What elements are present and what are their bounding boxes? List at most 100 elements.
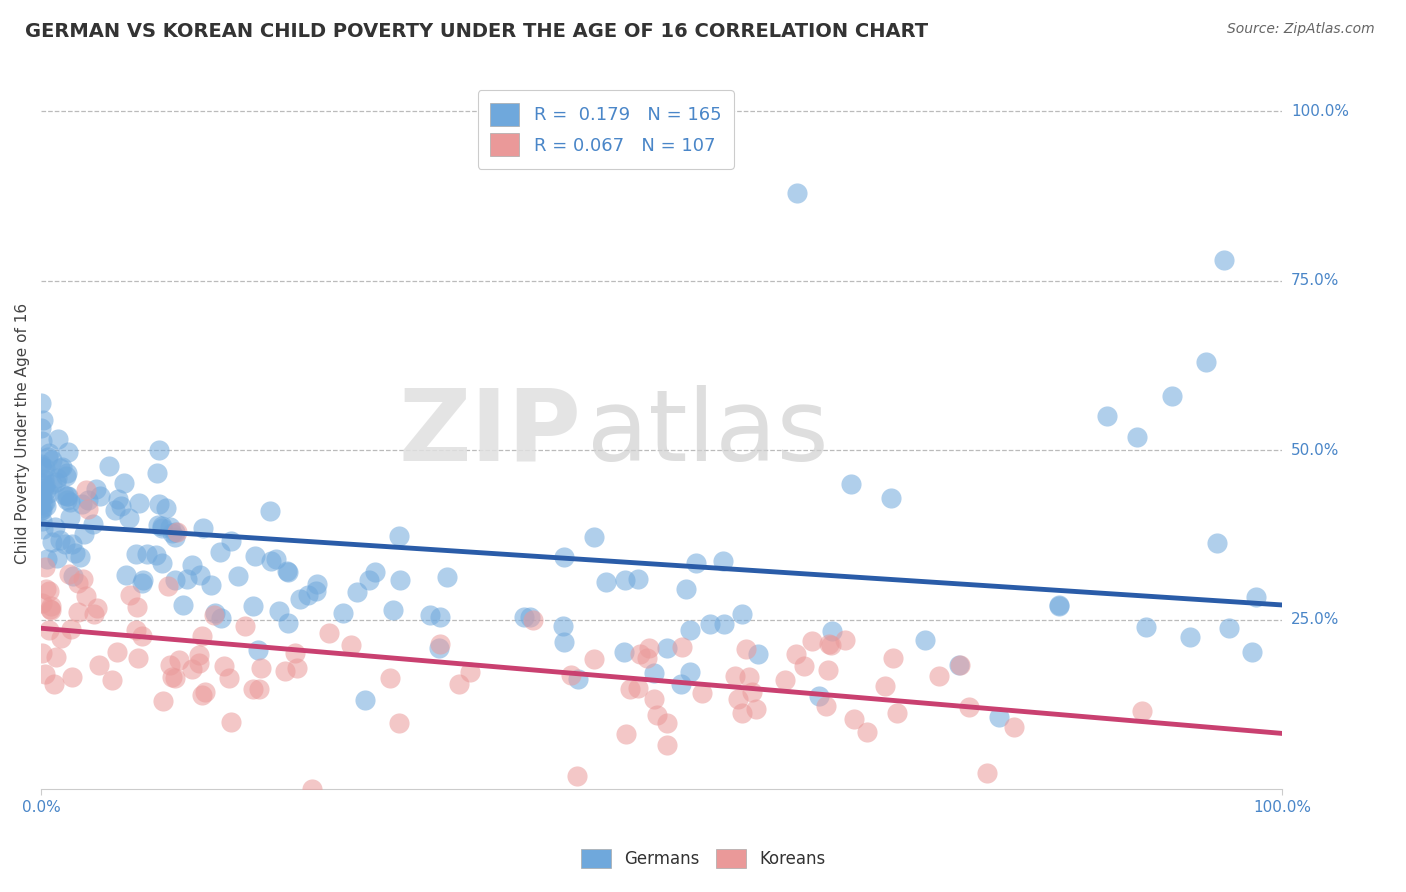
Point [38, 584, 60, 599]
Point [817, 637, 839, 651]
Point [949, 657, 972, 672]
Point [637, 640, 659, 655]
Point [1130, 704, 1153, 718]
Point [45, 650, 67, 665]
Point [821, 624, 844, 638]
Point [125, 624, 148, 638]
Point [75, 483, 97, 497]
Point [340, 638, 363, 652]
Point [359, 573, 381, 587]
Point [118, 589, 141, 603]
Point [34, 495, 56, 509]
Point [159, 657, 181, 672]
Point [110, 499, 132, 513]
Point [820, 638, 842, 652]
Point [713, 617, 735, 632]
Point [56, 492, 79, 507]
Point [560, 668, 582, 682]
Point [277, 565, 299, 579]
Point [112, 475, 135, 490]
Point [1047, 599, 1070, 613]
Point [60, 537, 83, 551]
Point [209, 544, 232, 558]
Point [66, 605, 89, 619]
Point [156, 579, 179, 593]
Point [1047, 599, 1070, 613]
Point [59, 510, 82, 524]
Text: ZIP: ZIP [398, 384, 581, 482]
Point [34, 667, 56, 681]
Point [152, 694, 174, 708]
Point [107, 492, 129, 507]
Point [117, 511, 139, 525]
Point [39, 599, 62, 614]
Point [735, 642, 758, 657]
Point [711, 554, 734, 568]
Point [727, 691, 749, 706]
Point [30, 500, 52, 515]
Point [42, 677, 65, 691]
Point [583, 652, 606, 666]
Point [627, 572, 650, 586]
Point [73, 526, 96, 541]
Point [882, 651, 904, 665]
Point [131, 575, 153, 590]
Point [218, 672, 240, 686]
Point [31, 596, 53, 610]
Point [447, 677, 470, 691]
Point [675, 582, 697, 596]
Point [56, 445, 79, 459]
Point [429, 610, 451, 624]
Point [643, 665, 665, 680]
Point [194, 685, 217, 699]
Point [202, 608, 225, 623]
Point [160, 670, 183, 684]
Point [247, 682, 270, 697]
Point [1240, 645, 1263, 659]
Point [31, 475, 53, 490]
Point [1212, 253, 1234, 268]
Point [41, 476, 63, 491]
Point [135, 547, 157, 561]
Point [1161, 389, 1184, 403]
Point [41, 453, 63, 467]
Point [522, 613, 544, 627]
Point [513, 609, 536, 624]
Point [614, 726, 637, 740]
Point [419, 607, 441, 622]
Point [49, 631, 72, 645]
Point [32, 481, 55, 495]
Point [741, 685, 763, 699]
Point [738, 670, 761, 684]
Point [82, 516, 104, 531]
Point [354, 693, 377, 707]
Text: atlas: atlas [588, 384, 830, 482]
Point [31, 498, 53, 512]
Point [842, 712, 865, 726]
Point [699, 617, 721, 632]
Point [56, 489, 79, 503]
Point [55, 489, 77, 503]
Point [928, 669, 950, 683]
Point [38, 486, 60, 500]
Point [679, 665, 702, 679]
Point [880, 491, 903, 505]
Point [37, 551, 59, 566]
Point [127, 650, 149, 665]
Point [380, 671, 402, 685]
Point [436, 570, 458, 584]
Point [1095, 409, 1118, 424]
Point [287, 661, 309, 675]
Point [59, 495, 82, 509]
Point [679, 623, 702, 637]
Point [834, 633, 856, 648]
Point [643, 692, 665, 706]
Point [30, 488, 52, 502]
Point [163, 671, 186, 685]
Point [553, 619, 575, 633]
Point [114, 567, 136, 582]
Point [31, 434, 53, 449]
Point [284, 646, 307, 660]
Point [76, 501, 98, 516]
Point [553, 550, 575, 565]
